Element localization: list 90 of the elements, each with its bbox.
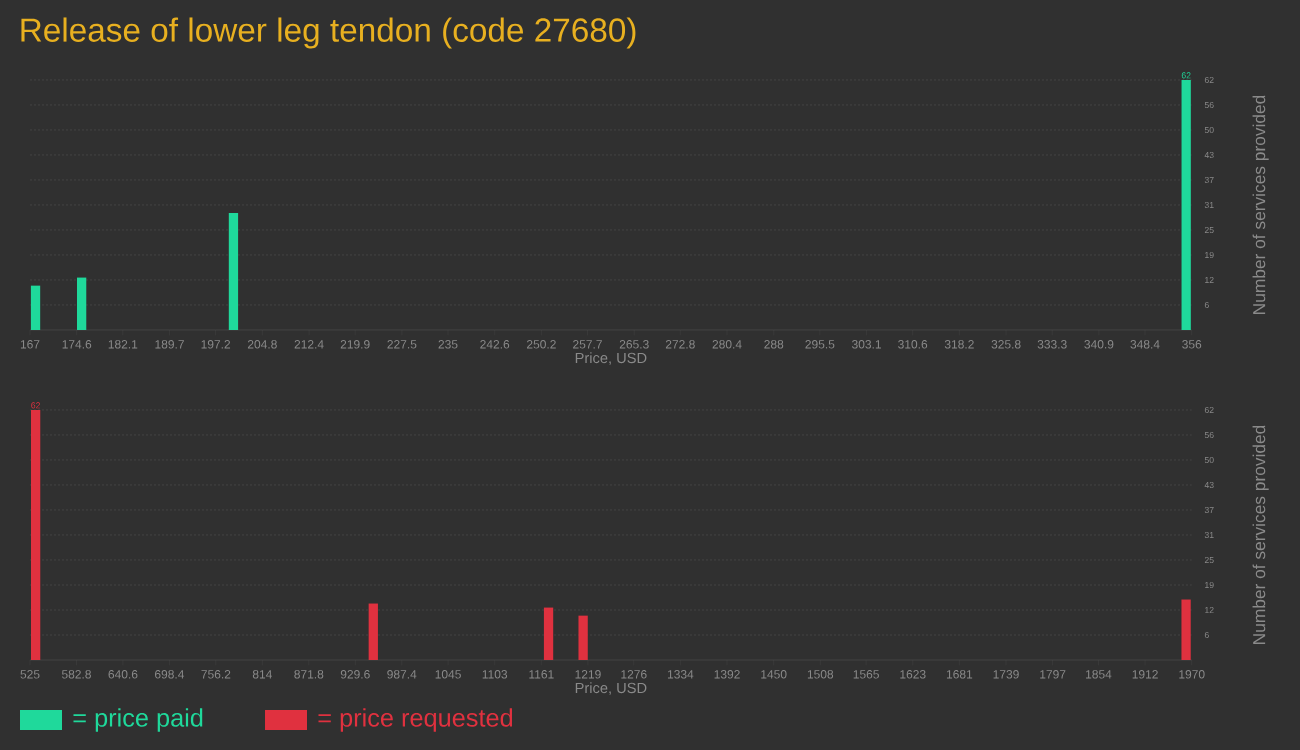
- x-tick-label: 929.6: [340, 670, 370, 679]
- x-tick-label: 1103: [482, 670, 508, 679]
- x-tick-label: 1161: [529, 670, 554, 679]
- chart-title: Release of lower leg tendon (code 27680): [21, 17, 636, 49]
- x-tick-label: 167: [20, 340, 40, 349]
- x-tick-label: 1276: [621, 670, 647, 679]
- x-tick-label: 1681: [946, 670, 973, 679]
- bar: [368, 603, 378, 660]
- x-tick-label: 189.7: [155, 340, 184, 349]
- bar: [30, 285, 41, 330]
- x-tick-label: 265.3: [619, 340, 649, 349]
- bar: [1181, 599, 1191, 660]
- y-tick-label: 19: [1205, 251, 1214, 259]
- x-tick-label: 348.4: [1130, 340, 1160, 349]
- y-axis-title: Number of services provided: [1252, 425, 1269, 644]
- y-tick-label: 12: [1205, 606, 1214, 614]
- bar: [578, 615, 588, 660]
- x-tick-label: 1739: [993, 670, 1019, 679]
- x-tick-label: 197.2: [201, 340, 231, 349]
- y-tick-label: 12: [1205, 276, 1214, 284]
- y-tick-label: 43: [1204, 151, 1214, 159]
- data-label: 62: [1181, 72, 1191, 79]
- y-tick-label: 37: [1204, 506, 1214, 514]
- x-tick-label: 1854: [1086, 670, 1112, 679]
- x-tick-label: 640.6: [108, 670, 138, 679]
- bar: [76, 277, 87, 330]
- x-tick-label: 871.8: [294, 670, 324, 679]
- y-tick-label: 56: [1204, 101, 1214, 109]
- x-tick-label: 1392: [714, 670, 740, 679]
- x-tick-label: 987.4: [387, 670, 417, 679]
- x-tick-label: 227.5: [387, 340, 417, 349]
- x-tick-label: 182.1: [108, 340, 138, 349]
- y-tick-label: 6: [1204, 301, 1209, 309]
- x-tick-label: 525: [20, 670, 40, 679]
- x-tick-label: 1912: [1132, 670, 1158, 679]
- bar: [30, 410, 41, 660]
- y-tick-label: 31: [1204, 531, 1214, 539]
- x-tick-label: 174.6: [62, 340, 92, 349]
- legend-label: = price requested: [318, 708, 513, 732]
- x-tick-label: 1450: [761, 670, 787, 679]
- x-tick-label: 242.6: [480, 340, 510, 349]
- x-tick-label: 325.8: [991, 340, 1021, 349]
- x-tick-label: 250.2: [526, 340, 556, 349]
- x-tick-label: 219.9: [340, 340, 370, 349]
- x-tick-label: 1970: [1179, 670, 1205, 679]
- y-tick-label: 19: [1205, 581, 1214, 589]
- x-axis-title: Price, USD: [575, 682, 647, 695]
- x-tick-label: 295.5: [805, 340, 835, 349]
- bar: [543, 607, 554, 660]
- x-tick-label: 1219: [575, 670, 601, 679]
- legend-label: = price paid: [73, 708, 203, 732]
- x-tick-label: 1623: [900, 670, 926, 679]
- x-tick-label: 356: [1182, 340, 1202, 349]
- y-tick-label: 62: [1204, 406, 1214, 414]
- x-tick-label: 280.4: [712, 340, 742, 349]
- y-tick-label: 25: [1204, 226, 1214, 234]
- y-tick-label: 6: [1204, 631, 1209, 639]
- x-tick-label: 340.9: [1084, 340, 1114, 349]
- y-axis-title: Number of services provided: [1252, 95, 1269, 314]
- y-tick-label: 50: [1204, 126, 1214, 134]
- data-label: 62: [31, 402, 40, 409]
- x-tick-label: 756.2: [201, 670, 231, 679]
- x-tick-label: 1045: [435, 670, 461, 679]
- x-tick-label: 303.1: [852, 340, 881, 349]
- x-tick-label: 698.4: [155, 670, 185, 679]
- x-tick-label: 582.8: [61, 670, 91, 679]
- x-tick-label: 272.8: [665, 340, 695, 349]
- x-tick-label: 288: [764, 340, 784, 349]
- x-tick-label: 333.3: [1037, 340, 1067, 349]
- x-tick-label: 318.2: [944, 340, 974, 349]
- y-tick-label: 37: [1204, 176, 1214, 184]
- x-tick-label: 1797: [1040, 670, 1066, 679]
- x-tick-label: 235: [438, 340, 458, 349]
- bar: [1181, 80, 1191, 330]
- x-tick-label: 310.6: [898, 340, 928, 349]
- x-tick-label: 1508: [807, 670, 834, 679]
- x-tick-label: 1565: [853, 670, 879, 679]
- x-tick-label: 257.7: [573, 340, 602, 349]
- y-tick-label: 43: [1204, 481, 1214, 489]
- bar: [228, 213, 239, 330]
- x-axis-title: Price, USD: [575, 352, 647, 365]
- y-tick-label: 50: [1204, 456, 1214, 464]
- y-tick-label: 56: [1204, 431, 1214, 439]
- y-tick-label: 25: [1204, 556, 1214, 564]
- x-tick-label: 212.4: [294, 340, 324, 349]
- x-tick-label: 1334: [667, 670, 694, 679]
- x-tick-label: 204.8: [247, 340, 277, 349]
- x-tick-label: 814: [252, 670, 272, 679]
- y-tick-label: 62: [1204, 76, 1214, 84]
- y-tick-label: 31: [1204, 201, 1214, 209]
